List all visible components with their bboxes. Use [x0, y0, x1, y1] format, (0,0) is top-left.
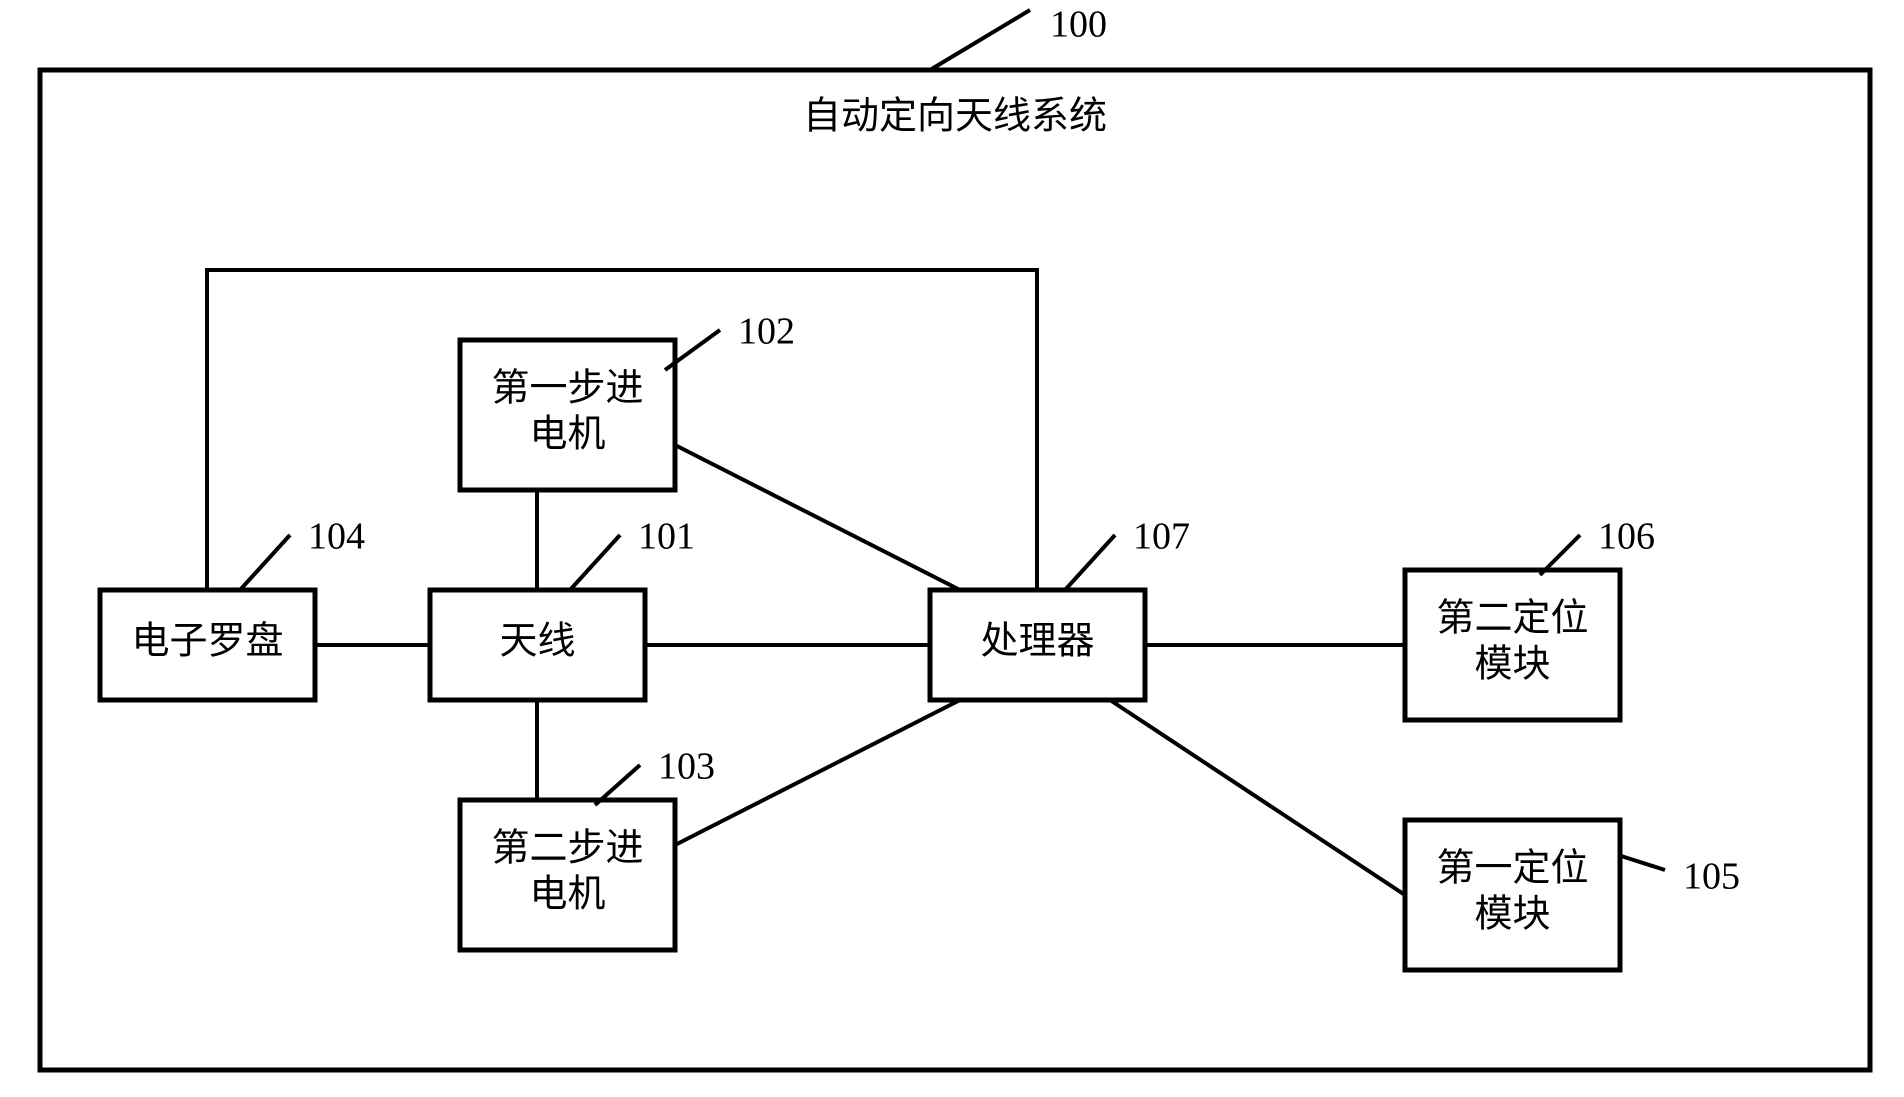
- node-label-motor2-0: 第二步进: [491, 828, 643, 870]
- ref-number-101: 101: [638, 516, 695, 558]
- edge-motor2-cpu: [675, 700, 960, 845]
- node-label-motor2-1: 电机: [529, 874, 605, 916]
- node-label-motor1-0: 第一步进: [491, 368, 643, 410]
- ref-leader-101: [570, 535, 620, 590]
- ref-leader-105: [1618, 855, 1665, 870]
- ref-number-100: 100: [1050, 4, 1107, 46]
- ref-leader-107: [1065, 535, 1115, 590]
- ref-leader-100: [930, 10, 1030, 70]
- node-loc1: 第一定位模块 105: [1405, 820, 1740, 970]
- ref-number-103: 103: [658, 746, 715, 788]
- node-label-antenna-0: 天线: [499, 621, 575, 663]
- node-compass: 电子罗盘 104: [100, 516, 365, 700]
- ref-leader-104: [240, 535, 290, 590]
- node-label-compass-0: 电子罗盘: [131, 621, 283, 663]
- ref-number-104: 104: [308, 516, 365, 558]
- node-label-loc1-1: 模块: [1474, 894, 1550, 936]
- edge-cpu-loc1: [1110, 700, 1405, 895]
- node-loc2: 第二定位模块 106: [1405, 516, 1655, 720]
- node-label-loc1-0: 第一定位: [1436, 848, 1588, 890]
- node-label-cpu-0: 处理器: [980, 621, 1094, 663]
- node-antenna: 天线 101: [430, 516, 695, 700]
- node-label-loc2-0: 第二定位: [1436, 598, 1588, 640]
- node-cpu: 处理器 107: [930, 516, 1190, 700]
- ref-number-105: 105: [1683, 856, 1740, 898]
- ref-number-102: 102: [738, 311, 795, 353]
- ref-number-106: 106: [1598, 516, 1655, 558]
- system-title: 自动定向天线系统: [803, 96, 1107, 138]
- node-label-loc2-1: 模块: [1474, 644, 1550, 686]
- edges-group: [207, 270, 1405, 895]
- node-label-motor1-1: 电机: [529, 414, 605, 456]
- node-motor2: 第二步进电机 103: [460, 746, 715, 950]
- ref-number-107: 107: [1133, 516, 1190, 558]
- edge-motor1-cpu: [675, 445, 960, 590]
- node-motor1: 第一步进电机 102: [460, 311, 795, 490]
